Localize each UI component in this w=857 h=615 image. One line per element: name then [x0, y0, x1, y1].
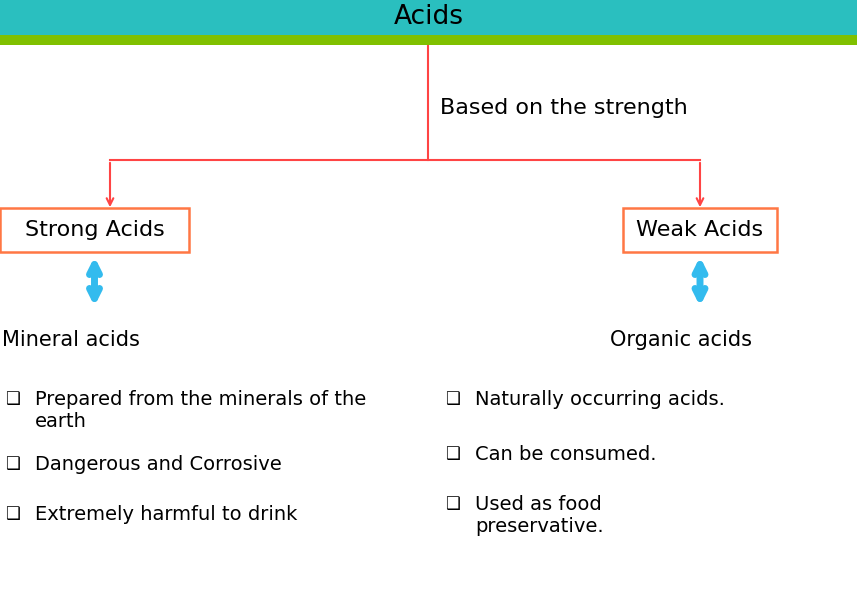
- Text: ❑: ❑: [5, 505, 20, 523]
- Text: Organic acids: Organic acids: [610, 330, 752, 350]
- Text: ❑: ❑: [445, 445, 460, 463]
- Text: Can be consumed.: Can be consumed.: [475, 445, 656, 464]
- Bar: [0, 0, 857, 35]
- Text: Strong Acids: Strong Acids: [25, 220, 165, 240]
- FancyBboxPatch shape: [0, 208, 189, 252]
- Text: Used as food
preservative.: Used as food preservative.: [475, 495, 603, 536]
- Text: Based on the strength: Based on the strength: [440, 98, 688, 118]
- Text: ❑: ❑: [5, 455, 20, 473]
- Text: Mineral acids: Mineral acids: [2, 330, 140, 350]
- Text: Weak Acids: Weak Acids: [637, 220, 764, 240]
- Text: ❑: ❑: [5, 390, 20, 408]
- Text: Extremely harmful to drink: Extremely harmful to drink: [35, 505, 297, 524]
- FancyBboxPatch shape: [623, 208, 777, 252]
- Text: ❑: ❑: [445, 390, 460, 408]
- Text: Naturally occurring acids.: Naturally occurring acids.: [475, 390, 725, 409]
- Text: Acids: Acids: [393, 4, 464, 31]
- Text: ❑: ❑: [445, 495, 460, 513]
- Text: Prepared from the minerals of the
earth: Prepared from the minerals of the earth: [35, 390, 366, 431]
- Text: Dangerous and Corrosive: Dangerous and Corrosive: [35, 455, 282, 474]
- Bar: [0, 35, 857, 45]
